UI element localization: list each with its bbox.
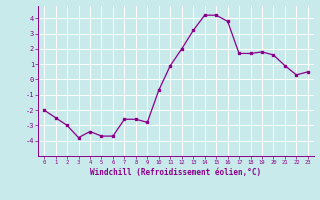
X-axis label: Windchill (Refroidissement éolien,°C): Windchill (Refroidissement éolien,°C) [91,168,261,177]
